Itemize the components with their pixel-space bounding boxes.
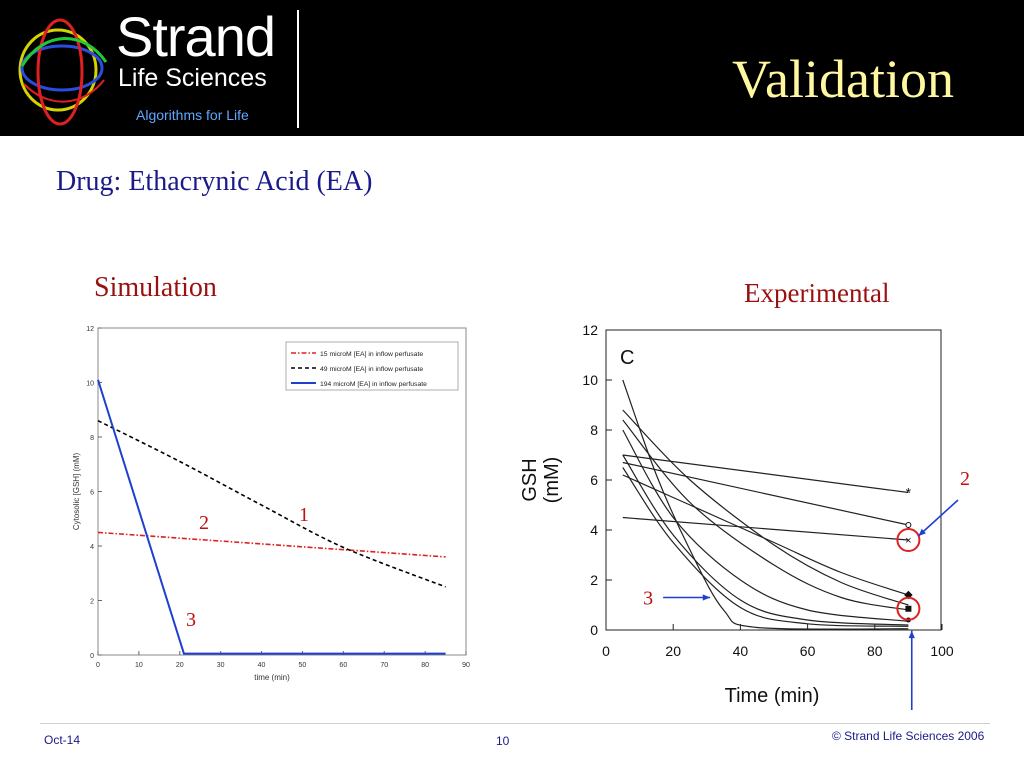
brand-subname: Life Sciences <box>118 64 267 92</box>
annotation-label: 2 <box>960 468 970 490</box>
x-tick-label: 80 <box>421 662 429 669</box>
x-tick-label: 40 <box>733 643 749 659</box>
x-tick-label: 0 <box>602 643 610 659</box>
footer-page-number: 10 <box>496 734 510 748</box>
y-axis-label: GSH <box>519 458 541 501</box>
series-line <box>622 419 909 611</box>
slide-subtitle: Drug: Ethacrynic Acid (EA) <box>56 166 373 197</box>
x-tick-label: 70 <box>380 662 388 669</box>
experimental-title: Experimental <box>744 278 890 308</box>
x-tick-label: 50 <box>299 662 307 669</box>
panel-label: C <box>620 347 634 369</box>
end-marker: * <box>906 485 912 501</box>
y-tick-label: 8 <box>90 435 94 442</box>
y-tick-label: 2 <box>590 572 598 588</box>
series-line <box>622 516 909 541</box>
annotation-label: 3 <box>643 588 653 610</box>
x-tick-label: 0 <box>96 662 100 669</box>
x-tick-label: 40 <box>258 662 266 669</box>
annotation-arrowhead <box>908 630 915 639</box>
y-axis-label-units: (mM) <box>541 457 563 504</box>
x-axis-label: Time (min) <box>725 685 820 707</box>
annotation-label: 3 <box>186 609 196 631</box>
slide-title: Validation <box>732 49 954 109</box>
series-line <box>622 429 909 622</box>
brand-name: Strand <box>116 5 276 68</box>
footer-copyright: © Strand Life Sciences 2006 <box>832 729 985 743</box>
x-tick-label: 20 <box>665 643 681 659</box>
simulation-title: Simulation <box>94 272 217 303</box>
series-line <box>622 461 909 526</box>
y-tick-label: 2 <box>90 599 94 606</box>
end-marker <box>905 522 912 528</box>
strand-globe-logo-icon <box>18 18 108 126</box>
series-line <box>97 419 446 588</box>
y-tick-label: 10 <box>582 372 598 388</box>
y-tick-label: 0 <box>590 622 598 638</box>
x-tick-label: 20 <box>176 662 184 669</box>
annotation-label: 1 <box>299 504 309 526</box>
y-tick-label: 6 <box>590 472 598 488</box>
series-line <box>622 454 909 626</box>
series-line <box>97 379 446 655</box>
y-tick-label: 6 <box>90 490 94 497</box>
highlight-circle <box>896 596 921 621</box>
legend-label: 194 microM [EA] in inflow perfusate <box>320 381 427 388</box>
y-tick-label: 10 <box>86 381 94 388</box>
x-tick-label: 60 <box>339 662 347 669</box>
x-axis-label: time (min) <box>254 673 290 682</box>
brand-divider <box>297 10 299 128</box>
annotation-arrow <box>917 499 959 537</box>
x-tick-label: 90 <box>462 662 470 669</box>
y-tick-label: 4 <box>590 522 598 538</box>
y-tick-label: 4 <box>90 544 94 551</box>
annotation-arrowhead <box>918 528 926 536</box>
annotation-arrowhead <box>702 594 711 601</box>
x-tick-label: 60 <box>800 643 816 659</box>
x-tick-label: 10 <box>135 662 143 669</box>
legend-label: 49 microM [EA] in inflow perfusate <box>320 366 423 373</box>
y-tick-label: 12 <box>86 326 94 333</box>
y-axis-label: Cytosolic [GSH] (mM) <box>72 453 81 531</box>
end-marker: × <box>905 535 911 547</box>
experimental-chart: 0 20 40 60 80 100 0 2 4 6 8 10 12 C Time (min) GSH (mM) *… <box>519 322 970 710</box>
series-line <box>622 409 909 606</box>
x-tick-label: 100 <box>930 643 954 659</box>
series-line <box>622 379 909 630</box>
annotation-label: 2 <box>199 512 209 534</box>
y-tick-label: 12 <box>582 322 598 338</box>
footer-divider <box>40 723 990 724</box>
x-tick-label: 30 <box>217 662 225 669</box>
x-tick-label: 80 <box>867 643 883 659</box>
plot-area <box>605 329 942 631</box>
series-line <box>622 474 909 596</box>
slide-header: Strand Life Sciences Algorithms for Life… <box>0 0 1024 136</box>
legend-label: 15 microM [EA] in inflow perfusate <box>320 351 423 358</box>
brand-tagline: Algorithms for Life <box>136 107 249 123</box>
footer-date: Oct-14 <box>44 733 81 747</box>
highlight-circle <box>896 528 921 552</box>
series-line <box>622 467 909 627</box>
y-tick-label: 8 <box>590 422 598 438</box>
y-tick-label: 0 <box>90 653 94 660</box>
end-marker <box>905 605 912 612</box>
